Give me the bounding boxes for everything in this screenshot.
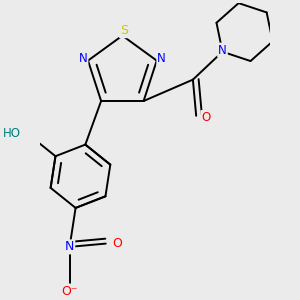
Text: N: N <box>79 52 87 65</box>
Text: N: N <box>65 240 74 254</box>
Text: O: O <box>201 111 211 124</box>
Text: S: S <box>120 24 128 37</box>
Text: O⁻: O⁻ <box>61 285 78 298</box>
Text: N: N <box>218 44 227 57</box>
Text: O: O <box>112 237 122 250</box>
Text: N: N <box>157 52 166 65</box>
Text: HO: HO <box>3 127 21 140</box>
